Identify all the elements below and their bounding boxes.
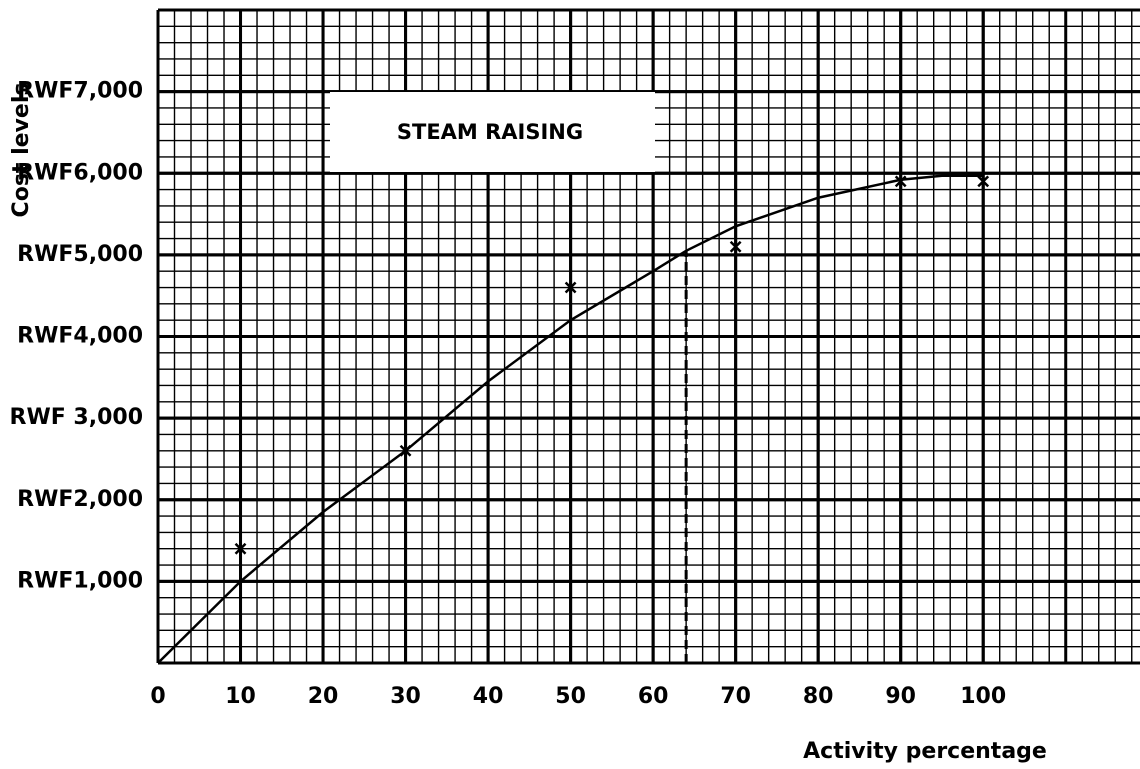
title-box [330, 92, 655, 172]
x-tick-label: 90 [885, 684, 916, 709]
y-tick-label: RWF4,000 [17, 324, 143, 349]
y-tick-label: RWF5,000 [17, 242, 143, 267]
chart-title: STEAM RAISING [397, 120, 583, 144]
marker-stroke [234, 542, 247, 555]
x-tick-label: 30 [390, 684, 421, 709]
marker-stroke [977, 175, 990, 188]
y-tick-label: RWF2,000 [17, 487, 143, 512]
marker-stroke [564, 281, 577, 294]
x-tick-label: 70 [720, 684, 751, 709]
x-tick-label: 100 [960, 684, 1006, 709]
data-point [234, 542, 247, 555]
x-tick-label: 50 [555, 684, 586, 709]
fit-curve [157, 174, 984, 664]
y-tick-label: RWF7,000 [17, 79, 143, 104]
x-axis-label: Activity percentage [803, 739, 1047, 764]
x-tick-label: 20 [308, 684, 339, 709]
marker-stroke [729, 240, 742, 253]
y-tick-label: RWF 3,000 [10, 405, 143, 430]
data-point [894, 175, 907, 188]
x-tick-label: 10 [225, 684, 256, 709]
data-point [564, 281, 577, 294]
y-tick-label: RWF6,000 [17, 160, 143, 185]
data-point [729, 240, 742, 253]
y-axis-label: Cost levels [9, 83, 34, 218]
data-point [977, 175, 990, 188]
marker-stroke [894, 175, 907, 188]
x-tick-label: 60 [638, 684, 669, 709]
grid [156, 8, 1140, 665]
x-tick-label: 80 [803, 684, 834, 709]
x-tick-label: 0 [150, 684, 165, 709]
y-tick-label: RWF1,000 [17, 568, 143, 593]
x-tick-label: 40 [473, 684, 504, 709]
